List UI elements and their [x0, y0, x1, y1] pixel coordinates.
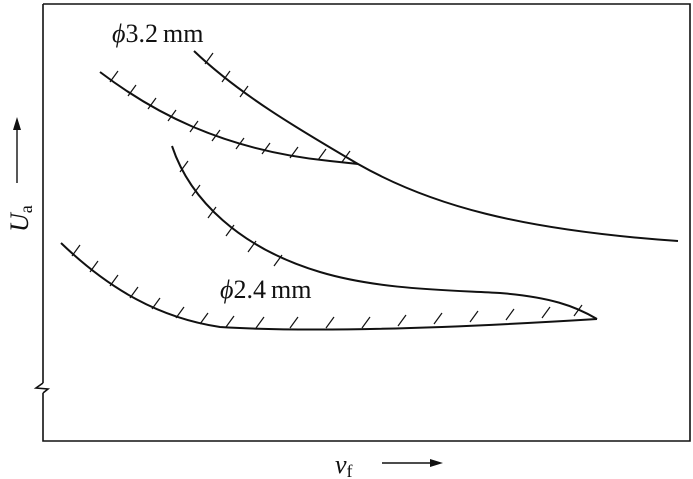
hatch-mark: [289, 146, 299, 159]
hatch-mark: [221, 70, 231, 83]
curve-2-4-label: ϕ2.4 mm: [220, 275, 311, 304]
hatch-mark: [247, 240, 257, 253]
hatch-mark: [175, 306, 185, 319]
hatch-mark: [341, 150, 351, 163]
hatch-mark: [191, 184, 201, 197]
hatch-mark: [273, 254, 283, 267]
hatch-mark: [109, 70, 119, 83]
curve-2-4-lower-boundary: [60, 242, 598, 331]
hatch-mark: [89, 260, 99, 273]
hatch-mark: [225, 224, 235, 237]
hatch-mark: [207, 206, 217, 219]
hatch-mark: [109, 274, 119, 287]
curve-2-4-upper-boundary: [171, 145, 598, 320]
hatch-mark: [505, 308, 515, 321]
hatch-mark: [397, 314, 407, 327]
plot-frame: [33, 3, 691, 442]
hatch-mark: [255, 316, 265, 329]
hatch-mark: [361, 316, 371, 329]
hatch-mark: [289, 316, 299, 329]
hatch-mark: [225, 315, 235, 328]
hatch-mark: [325, 316, 335, 329]
hatch-mark: [317, 148, 327, 161]
hatch-mark: [127, 84, 137, 97]
hatch-mark: [573, 304, 583, 317]
hatch-mark: [261, 142, 271, 155]
hatch-mark: [167, 109, 177, 122]
curve-2-4-hatching: [71, 160, 583, 329]
curve-3-2-lower-boundary: [99, 71, 359, 165]
hatch-mark: [71, 244, 81, 257]
curve-3-2-upper-boundary: [193, 50, 679, 242]
hatch-mark: [235, 137, 245, 150]
x-axis-label: vf: [335, 450, 353, 479]
hatch-mark: [189, 120, 199, 133]
hatch-mark: [147, 97, 157, 110]
curve-3-2-hatching: [109, 52, 351, 163]
hatch-mark: [469, 310, 479, 323]
hatch-mark: [129, 286, 139, 299]
hatch-mark: [239, 85, 249, 98]
y-axis-arrow: [13, 117, 21, 183]
y-axis-label: Ua: [5, 205, 36, 232]
hatch-mark: [211, 129, 221, 142]
hatch-mark: [179, 160, 189, 173]
curve-3-2-label: ϕ3.2 mm: [112, 19, 203, 48]
hatch-mark: [199, 312, 209, 325]
hatch-mark: [151, 297, 161, 310]
hatch-mark: [541, 306, 551, 319]
hatch-mark: [204, 52, 214, 65]
x-axis-arrow: [382, 459, 443, 467]
hatch-mark: [433, 312, 443, 325]
